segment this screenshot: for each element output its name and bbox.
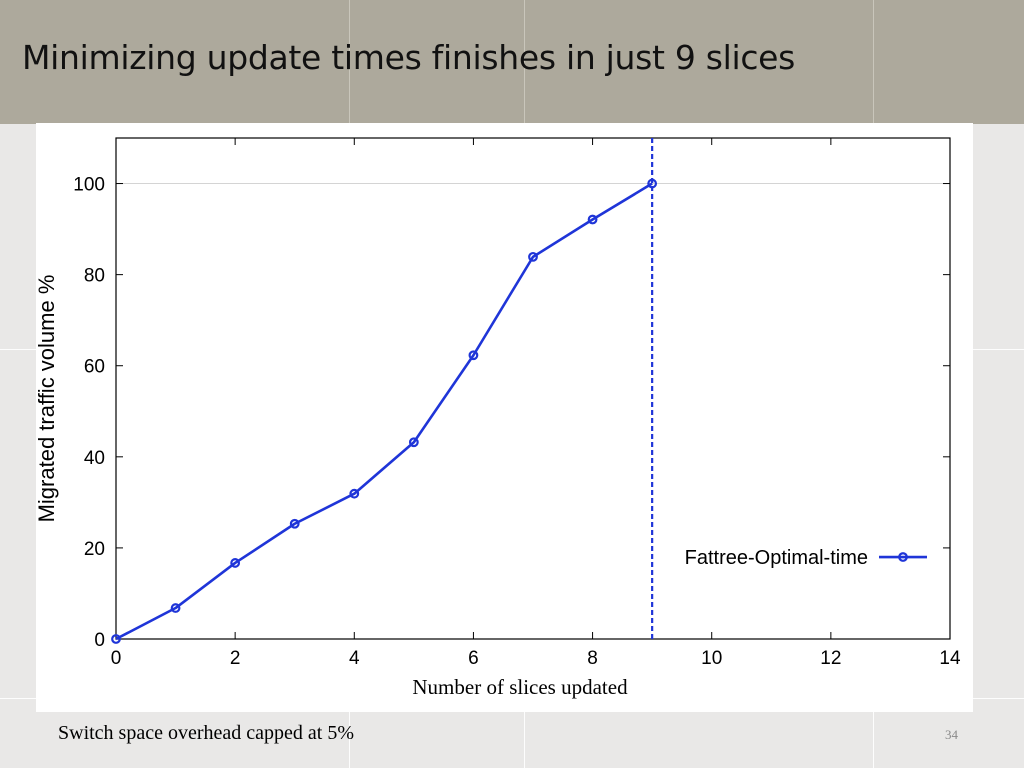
- x-axis-label: Number of slices updated: [412, 675, 628, 699]
- page-number: 34: [945, 727, 958, 742]
- chart-panel: 0 2 4 6 8 10 12 14 0 20 40 60 80 100 Migrated traffic …: [36, 123, 973, 712]
- data-point: [528, 251, 538, 262]
- y-tick-label: 80: [84, 266, 105, 287]
- series-line: [115, 182, 653, 641]
- data-point: [468, 350, 479, 361]
- data-point: [587, 214, 598, 225]
- data-point: [230, 558, 241, 568]
- slide-title: Minimizing update times finishes in just…: [22, 38, 796, 77]
- x-tick-label: 2: [230, 648, 241, 669]
- legend-label: Fattree-Optimal-time: [685, 547, 868, 569]
- x-tick-label: 12: [820, 648, 841, 669]
- x-tick-label: 14: [939, 648, 961, 669]
- x-tick-label: 10: [701, 648, 722, 669]
- x-tick-label: 8: [587, 648, 598, 669]
- data-point: [111, 634, 121, 644]
- y-tick-label: 60: [84, 357, 105, 378]
- x-tick-label: 6: [468, 648, 479, 669]
- y-axis-label: Migrated traffic volume %: [36, 275, 59, 523]
- line-chart: 0 2 4 6 8 10 12 14 0 20 40 60 80 100 Migrated traffic …: [36, 137, 961, 669]
- y-tick-label: 0: [94, 630, 105, 651]
- y-tick-label: 40: [84, 448, 105, 469]
- data-point: [289, 518, 300, 529]
- y-tick-label: 100: [73, 175, 105, 196]
- x-tick-label: 0: [111, 648, 122, 669]
- plot-frame: [115, 137, 951, 640]
- y-tick-label: 20: [84, 539, 105, 560]
- data-point: [349, 488, 360, 499]
- title-band: [0, 0, 1024, 124]
- footer-note: Switch space overhead capped at 5%: [58, 722, 354, 744]
- data-point: [408, 437, 419, 448]
- x-tick-label: 4: [349, 648, 360, 669]
- legend-marker: [898, 552, 908, 562]
- data-point: [647, 178, 658, 189]
- data-point: [170, 603, 181, 613]
